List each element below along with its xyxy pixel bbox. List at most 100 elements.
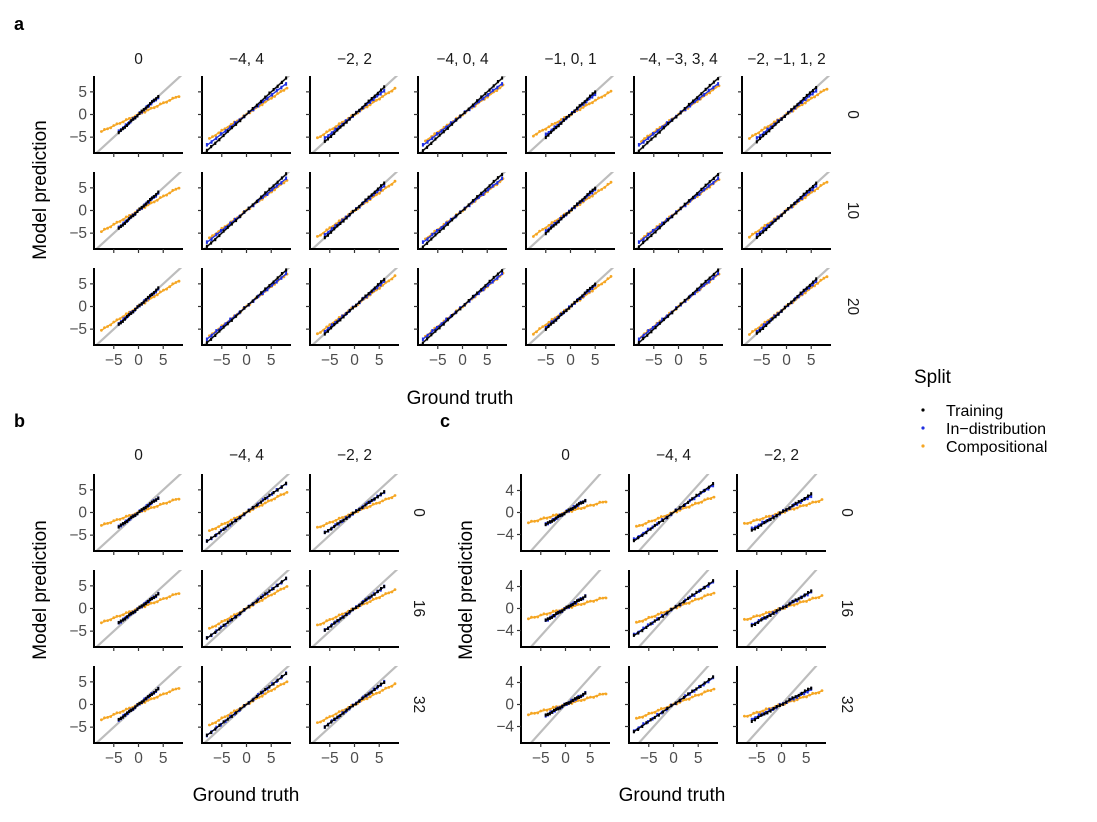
x-tick-label: 0 [350, 750, 359, 767]
facet-b-r1-c2 [306, 570, 399, 651]
training-fit [324, 278, 385, 335]
x-tick-label: −5 [213, 352, 231, 369]
training-point [717, 268, 720, 272]
plot-area [94, 268, 183, 345]
training-fit [638, 173, 719, 248]
training-fit [638, 77, 719, 152]
y-tick-label: 0 [505, 505, 514, 522]
training-fit [545, 187, 596, 234]
in-distribution-point [750, 717, 753, 722]
strip-col-0: 0 [561, 447, 570, 464]
strip-col-5: −4, −3, 3, 4 [639, 51, 718, 68]
training-fit [756, 182, 817, 239]
x-axis-title: Ground truth [407, 388, 514, 409]
training-point [544, 327, 547, 331]
training-point [815, 181, 818, 185]
plot-area [527, 666, 608, 743]
plot-area [310, 570, 399, 647]
facet-a-r1-c3 [414, 172, 507, 253]
facet-a-r2-c1: −5 0 5 [198, 268, 291, 369]
y-tick-label: −4 [496, 719, 514, 736]
facet-c-r2-c1: −5 0 5 [625, 666, 718, 767]
training-point [815, 277, 818, 281]
training-point [421, 341, 424, 345]
plot-area [310, 268, 399, 345]
facet-b-r1-c1 [198, 570, 291, 651]
training-point [285, 481, 288, 485]
training-fit [206, 483, 287, 542]
plot-area [202, 666, 291, 743]
x-tick-label: 5 [159, 352, 168, 369]
training-fit [422, 173, 503, 248]
facet-a-r1-c1 [198, 172, 291, 253]
facet-a-r0-c0: −5 0 5 [69, 76, 183, 157]
x-tick-label: 5 [483, 352, 492, 369]
facet-a-r0-c2 [306, 76, 399, 157]
y-tick-label: −5 [69, 129, 87, 146]
training-point [637, 149, 640, 153]
y-tick-label: −5 [69, 321, 87, 338]
training-point [712, 482, 715, 486]
strip-col-1: −4, 4 [229, 51, 264, 68]
training-point [285, 268, 288, 272]
facet-a-r0-c6 [738, 76, 831, 157]
x-tick-label: −5 [321, 352, 339, 369]
legend: Split TrainingIn−distributionCompositiona… [914, 367, 1047, 456]
y-axis-title: Model prediction [456, 520, 477, 659]
in-distribution-point [323, 329, 326, 334]
training-fit [324, 586, 385, 631]
training-fit [545, 91, 596, 138]
strip-row-1: 16 [838, 600, 855, 617]
plot-area [526, 268, 615, 345]
facet-a-r2-c2: −5 0 5 [306, 268, 399, 369]
facet-a-r2-c5: −5 0 5 [630, 268, 723, 369]
facet-c-r1-c1 [625, 570, 718, 651]
facet-a-r2-c0: −505−5 0 5 [69, 268, 183, 369]
x-tick-label: 5 [591, 352, 600, 369]
legend-label-2: Compositional [946, 439, 1047, 456]
strip-row-0: 0 [838, 508, 855, 517]
training-fit [118, 95, 159, 134]
x-axis-title: Ground truth [619, 785, 726, 806]
x-tick-label: −5 [213, 750, 231, 767]
facet-c-r0-c2 [733, 474, 826, 555]
training-point [285, 576, 288, 580]
training-point [285, 671, 288, 676]
training-point [810, 492, 813, 496]
in-distribution-point [205, 337, 208, 342]
strip-row-1: 10 [844, 202, 861, 220]
strip-row-0: 0 [844, 110, 861, 119]
in-distribution-point [717, 271, 720, 276]
training-point [157, 592, 160, 596]
facet-a-r1-c2 [306, 172, 399, 253]
training-point [584, 691, 587, 695]
training-point [421, 245, 424, 249]
plot-area [202, 570, 291, 647]
training-point [323, 725, 326, 729]
training-point [157, 190, 160, 194]
training-point [712, 579, 715, 583]
in-distribution-point [383, 183, 386, 188]
training-point [285, 76, 288, 80]
y-tick-label: 4 [505, 483, 514, 500]
y-tick-label: 0 [505, 697, 514, 714]
x-tick-label: −5 [532, 750, 550, 767]
x-tick-label: −5 [429, 352, 447, 369]
strip-row-2: 32 [838, 696, 855, 713]
y-tick-label: 4 [505, 579, 514, 596]
y-tick-label: 4 [505, 675, 514, 692]
facet-b-r2-c2: −5 0 5 [306, 666, 399, 767]
y-tick-label: 0 [78, 697, 87, 714]
training-fit [118, 287, 159, 326]
x-tick-label: 0 [561, 750, 570, 767]
x-tick-label: −5 [105, 750, 123, 767]
training-point [383, 584, 386, 589]
facet-a-r0-c4 [522, 76, 615, 157]
x-tick-label: 5 [375, 352, 384, 369]
facet-b-r0-c2 [306, 474, 399, 555]
legend-key-1 [921, 426, 925, 430]
plot-area [418, 268, 507, 345]
training-point [584, 594, 587, 598]
plot-area [743, 474, 824, 551]
